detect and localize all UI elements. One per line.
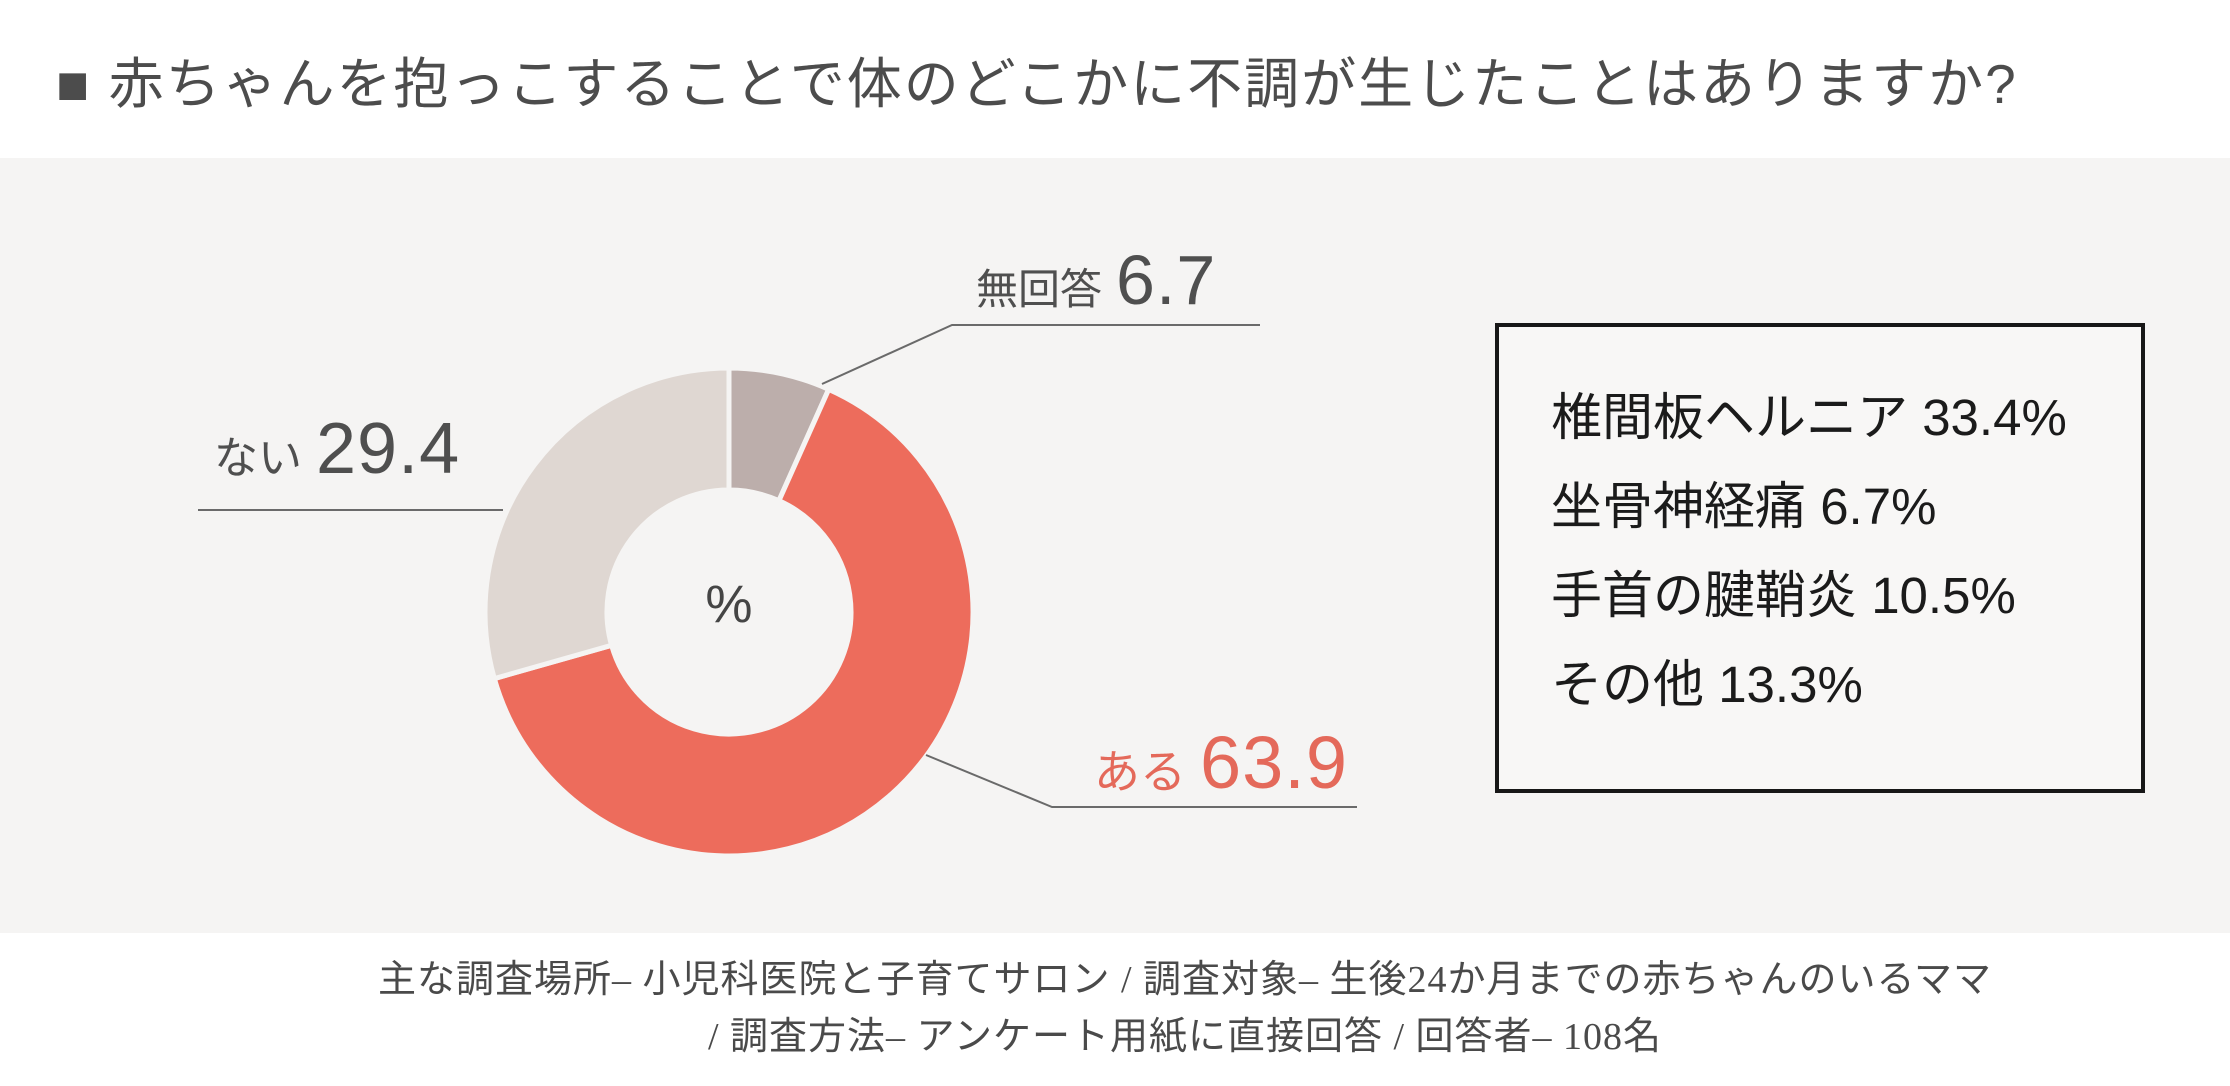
breakdown-value: 33.4% <box>1922 389 2067 446</box>
callout-yes: ある 63.9 <box>1094 720 1348 805</box>
breakdown-row-other: その他 13.3% <box>1551 640 2121 729</box>
callout-no-label: ない <box>214 434 302 483</box>
donut-segments-group <box>482 365 976 859</box>
breakdown-row-hernia: 椎間板ヘルニア 33.4% <box>1551 373 2121 462</box>
survey-notes-line2: / 調査方法– アンケート用紙に直接回答 / 回答者– 108名 <box>707 1016 1663 1058</box>
leader-line-no-answer <box>821 324 1260 385</box>
donut-segment-no <box>482 365 732 682</box>
breakdown-row-tendonitis: 手首の腱鞘炎 10.5% <box>1551 551 2121 640</box>
callout-yes-label: ある <box>1094 746 1186 798</box>
breakdown-row-sciatica: 坐骨神経痛 6.7% <box>1551 462 2121 551</box>
donut-center-label: % <box>705 575 753 634</box>
breakdown-label: 手首の腱鞘炎 <box>1551 567 1858 624</box>
breakdown-label: 椎間板ヘルニア <box>1551 389 1909 446</box>
callout-no-value: 29.4 <box>316 409 461 489</box>
donut-hole <box>604 487 854 737</box>
survey-notes: 主な調査場所– 小児科医院と子育てサロン / 調査対象– 生後24か月までの赤ち… <box>140 952 2230 1066</box>
donut-segment-yes <box>491 385 976 859</box>
leader-line-yes <box>925 754 1357 808</box>
callout-no-answer-value: 6.7 <box>1116 241 1217 319</box>
survey-notes-line1: 主な調査場所– 小児科医院と子育てサロン / 調査対象– 生後24か月までの赤ち… <box>377 959 1993 1001</box>
breakdown-value: 6.7% <box>1820 478 1937 535</box>
yes-breakdown-box: 椎間板ヘルニア 33.4% 坐骨神経痛 6.7% 手首の腱鞘炎 10.5% その… <box>1495 323 2145 793</box>
callout-yes-value: 63.9 <box>1200 721 1349 804</box>
callout-no: ない 29.4 <box>214 408 460 490</box>
breakdown-value: 13.3% <box>1718 656 1863 713</box>
breakdown-label: 坐骨神経痛 <box>1551 478 1807 535</box>
page-title: ■ 赤ちゃんを抱っこすることで体のどこかに不調が生じたことはありますか? <box>56 53 2018 115</box>
chart-title-bar: ■ 赤ちゃんを抱っこすることで体のどこかに不調が生じたことはありますか? <box>0 0 2230 158</box>
callout-no-answer: 無回答 6.7 <box>976 240 1216 320</box>
breakdown-value: 10.5% <box>1871 567 2016 624</box>
breakdown-label: その他 <box>1551 656 1705 713</box>
callout-no-answer-label: 無回答 <box>976 266 1103 313</box>
